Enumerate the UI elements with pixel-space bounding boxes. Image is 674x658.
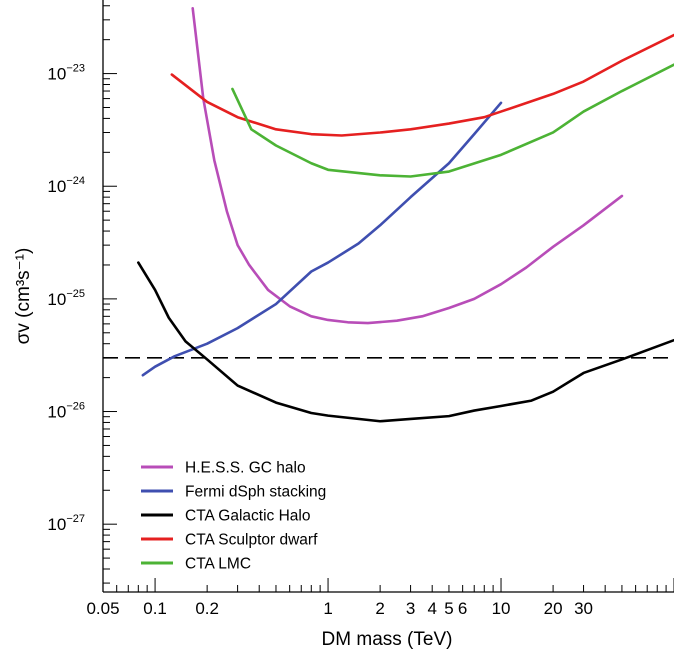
x-tick-label: 6 (458, 599, 467, 618)
x-tick-label: 10 (492, 599, 511, 618)
y-tick-label: 10−25 (47, 288, 85, 309)
x-axis-title: DM mass (TeV) (322, 629, 453, 650)
legend-label-0: H.E.S.S. GC halo (185, 460, 306, 477)
x-tick-label: 1 (323, 599, 332, 618)
y-tick-label: 10−24 (47, 175, 85, 196)
x-tick-label: 0.05 (86, 599, 119, 618)
x-tick-label: 20 (544, 599, 563, 618)
x-tick-label: 0.2 (195, 599, 219, 618)
x-tick-label: 4 (427, 599, 436, 618)
x-tick-label: 2 (375, 599, 384, 618)
series-line-4 (231, 63, 674, 178)
legend-label-1: Fermi dSph stacking (185, 484, 326, 501)
series-line-0 (191, 6, 624, 325)
series-line-1 (141, 101, 503, 377)
legend-label-4: CTA LMC (185, 556, 251, 573)
series-line-3 (170, 33, 674, 137)
legend-label-3: CTA Sculptor dwarf (185, 532, 318, 549)
legend: H.E.S.S. GC halo Fermi dSph stacking CTA G… (141, 460, 326, 573)
y-tick-label: 10−26 (47, 401, 85, 422)
y-tick-label: 10−27 (47, 513, 85, 534)
y-axis-title: σv (cm³s⁻¹) (13, 248, 34, 345)
x-tick-label: 0.1 (143, 599, 167, 618)
legend-label-2: CTA Galactic Halo (185, 508, 310, 525)
series-line-2 (137, 261, 674, 423)
x-tick-label: 30 (574, 599, 593, 618)
y-tick-label: 10−23 (47, 63, 85, 84)
x-tick-label: 3 (406, 599, 415, 618)
x-tick-label: 5 (444, 599, 453, 618)
